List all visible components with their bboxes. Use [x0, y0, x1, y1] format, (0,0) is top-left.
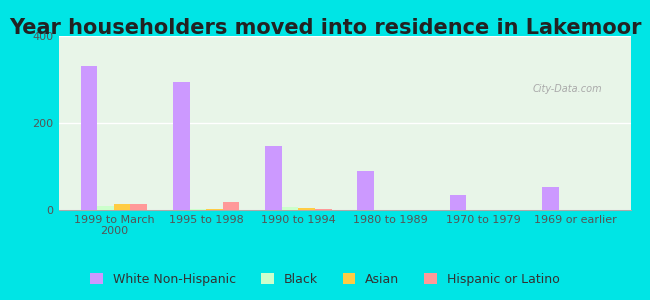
Bar — [206, 209, 223, 210]
Bar — [190, 209, 206, 210]
Bar — [358, 171, 374, 210]
Bar — [114, 204, 131, 210]
Bar — [98, 206, 114, 210]
Text: City-Data.com: City-Data.com — [533, 84, 603, 94]
Bar — [81, 67, 98, 210]
Bar — [223, 202, 239, 210]
Text: Year householders moved into residence in Lakemoor: Year householders moved into residence i… — [8, 18, 642, 38]
Bar — [450, 195, 466, 210]
Bar — [173, 82, 190, 210]
Bar — [131, 204, 147, 210]
Bar — [542, 188, 558, 210]
Bar — [298, 208, 315, 210]
Legend: White Non-Hispanic, Black, Asian, Hispanic or Latino: White Non-Hispanic, Black, Asian, Hispan… — [85, 268, 565, 291]
Bar — [281, 206, 298, 210]
Bar — [265, 146, 281, 210]
Bar — [315, 209, 332, 210]
